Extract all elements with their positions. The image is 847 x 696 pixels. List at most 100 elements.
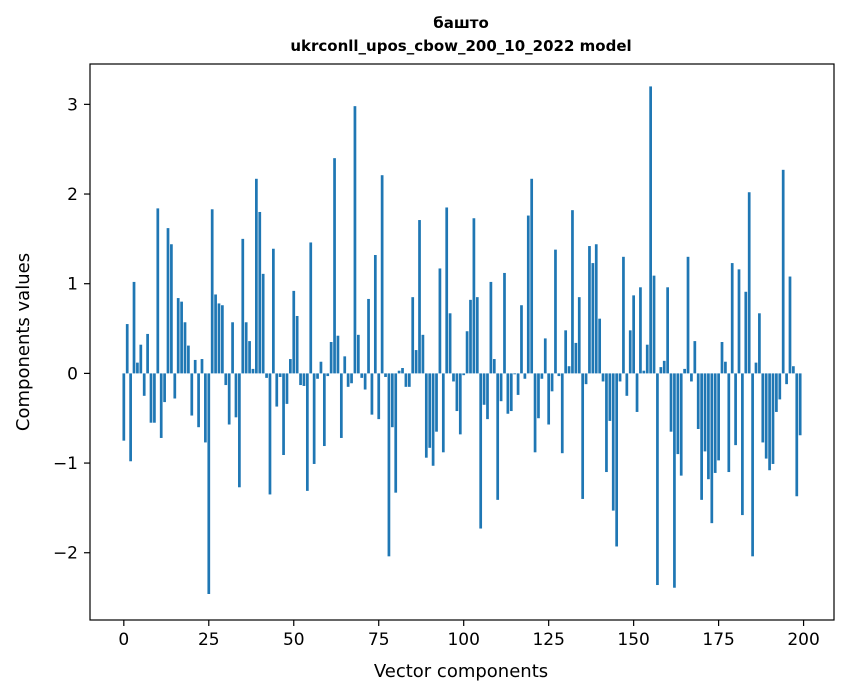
y-tick-label: 0 bbox=[67, 364, 78, 384]
bar bbox=[775, 373, 778, 412]
bar bbox=[431, 373, 435, 466]
bar bbox=[547, 373, 551, 425]
bar bbox=[679, 373, 683, 476]
bar bbox=[156, 208, 160, 374]
x-tick-label: 50 bbox=[283, 630, 305, 650]
bar bbox=[693, 341, 697, 374]
bar bbox=[292, 290, 296, 374]
bar bbox=[380, 175, 384, 374]
bar bbox=[299, 373, 302, 386]
bar bbox=[350, 373, 353, 384]
bar bbox=[554, 249, 557, 374]
bar bbox=[557, 373, 561, 377]
bar bbox=[788, 276, 792, 374]
bar bbox=[452, 373, 455, 382]
bar bbox=[747, 192, 751, 374]
bar bbox=[645, 344, 649, 374]
bar bbox=[278, 373, 282, 377]
bar bbox=[170, 244, 173, 374]
bar bbox=[370, 373, 374, 415]
bar bbox=[499, 373, 503, 402]
bar bbox=[683, 368, 686, 374]
bar bbox=[173, 373, 177, 399]
bar bbox=[404, 373, 408, 387]
bar bbox=[360, 373, 364, 378]
bar bbox=[149, 373, 153, 423]
bar bbox=[363, 373, 367, 390]
bar bbox=[302, 373, 306, 386]
bar bbox=[581, 373, 585, 499]
bar bbox=[238, 373, 241, 488]
bar bbox=[346, 373, 350, 387]
bar bbox=[768, 373, 771, 471]
bar bbox=[700, 373, 703, 500]
bar bbox=[407, 373, 411, 387]
bar bbox=[390, 373, 394, 428]
bar bbox=[737, 269, 741, 374]
bar bbox=[560, 373, 564, 454]
x-axis-ticks: 0 25 50 75 100 125 150 175 200 bbox=[118, 620, 820, 650]
bar bbox=[649, 86, 652, 374]
bar bbox=[159, 373, 163, 438]
bar bbox=[564, 330, 568, 374]
bar bbox=[792, 366, 795, 374]
bar bbox=[465, 331, 469, 374]
bar bbox=[142, 373, 146, 396]
bar bbox=[475, 297, 479, 374]
bar bbox=[727, 373, 731, 473]
bar bbox=[289, 359, 292, 374]
bar bbox=[435, 373, 438, 432]
bar bbox=[445, 207, 449, 374]
y-tick-label: −2 bbox=[53, 544, 78, 564]
bar bbox=[754, 362, 758, 374]
bar bbox=[625, 373, 629, 396]
bar bbox=[482, 373, 486, 405]
bar bbox=[326, 373, 330, 377]
bar bbox=[588, 246, 591, 374]
bar bbox=[333, 158, 336, 374]
bar bbox=[275, 373, 279, 407]
bar bbox=[241, 238, 245, 374]
bar bbox=[591, 263, 595, 374]
bar bbox=[537, 373, 540, 419]
bar bbox=[163, 373, 166, 403]
bar bbox=[272, 248, 275, 374]
bar bbox=[401, 368, 404, 374]
bar bbox=[353, 106, 357, 374]
bar bbox=[543, 338, 547, 374]
bar bbox=[489, 281, 493, 374]
bar bbox=[373, 255, 377, 374]
bar bbox=[455, 373, 459, 412]
bar bbox=[662, 360, 666, 374]
bar bbox=[190, 373, 194, 416]
y-tick-label: −1 bbox=[53, 454, 78, 474]
bar bbox=[594, 244, 598, 374]
bar bbox=[571, 210, 574, 374]
bar bbox=[261, 273, 265, 374]
bar bbox=[703, 373, 707, 452]
bar bbox=[632, 295, 635, 374]
bar bbox=[231, 322, 234, 374]
bar bbox=[210, 209, 214, 374]
bar bbox=[584, 373, 588, 385]
bar bbox=[710, 373, 714, 524]
bar bbox=[656, 373, 659, 586]
bar bbox=[146, 333, 149, 374]
bar bbox=[221, 305, 224, 374]
bar bbox=[785, 373, 788, 385]
bar bbox=[696, 373, 700, 429]
bar bbox=[761, 373, 765, 443]
y-tick-label: 2 bbox=[67, 185, 78, 205]
bar bbox=[329, 342, 333, 374]
bar bbox=[153, 373, 156, 423]
bar bbox=[343, 356, 347, 374]
bar bbox=[387, 373, 391, 557]
x-tick-label: 175 bbox=[702, 630, 734, 650]
y-axis-ticks: −2 −1 0 1 2 3 bbox=[53, 95, 90, 564]
bar bbox=[438, 268, 442, 374]
bars-group bbox=[122, 86, 802, 594]
bar bbox=[183, 322, 187, 374]
bar bbox=[686, 256, 690, 374]
bar bbox=[258, 211, 262, 374]
